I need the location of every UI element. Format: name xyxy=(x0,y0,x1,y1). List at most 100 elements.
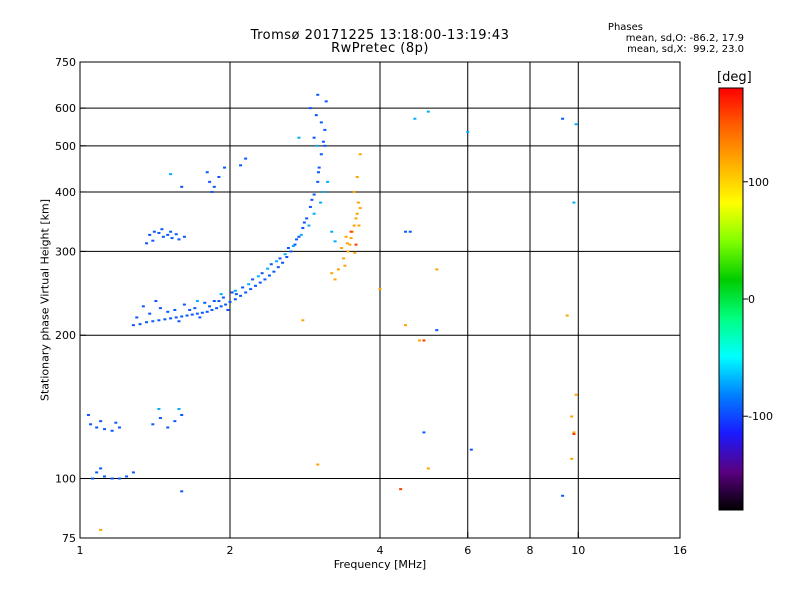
echo-point xyxy=(312,193,316,196)
echo-point xyxy=(316,171,320,174)
echo-point xyxy=(413,117,417,120)
echo-point xyxy=(357,224,361,227)
echo-point xyxy=(208,180,212,183)
phase-stats-o-mode: mean, sd,O: -86.2, 17.9 xyxy=(625,33,744,44)
echo-point xyxy=(263,278,267,281)
echo-point xyxy=(353,251,357,254)
echo-point xyxy=(141,305,145,308)
echo-point xyxy=(177,238,181,241)
x-tick-label: 2 xyxy=(227,544,234,557)
echo-point xyxy=(180,413,184,416)
echo-point xyxy=(333,278,337,281)
echo-point xyxy=(342,257,346,260)
echo-point xyxy=(276,266,280,269)
echo-point xyxy=(301,319,305,322)
echo-point xyxy=(355,175,359,178)
echo-point xyxy=(244,291,248,294)
echo-point xyxy=(210,308,214,311)
echo-point xyxy=(188,308,192,311)
echo-point xyxy=(103,428,107,431)
grid-lines xyxy=(80,62,680,538)
echo-point xyxy=(285,256,289,259)
y-axis-label: Stationary phase Virtual Height [km] xyxy=(38,198,52,402)
x-axis-ticks: 1 2 4 6 8 10 16 xyxy=(77,532,687,557)
echo-point xyxy=(349,230,353,233)
echo-point xyxy=(174,316,178,319)
echo-point xyxy=(114,421,118,424)
echo-point xyxy=(158,417,162,420)
echo-point xyxy=(174,233,178,236)
x-tick-label: 1 xyxy=(77,544,84,557)
echo-point xyxy=(253,284,257,287)
echo-point xyxy=(324,100,328,103)
echo-point xyxy=(358,153,362,156)
echo-point xyxy=(138,323,142,326)
echo-point xyxy=(239,164,243,167)
echo-point xyxy=(158,307,162,310)
echo-point xyxy=(258,281,262,284)
echo-point xyxy=(317,166,321,169)
echo-point xyxy=(249,288,253,291)
echo-point xyxy=(399,488,403,491)
echo-point xyxy=(86,413,90,416)
echo-point xyxy=(212,185,216,188)
echo-point xyxy=(91,477,95,480)
y-tick-label: 500 xyxy=(55,140,76,153)
y-tick-label: 100 xyxy=(55,473,76,486)
echo-point xyxy=(343,264,347,267)
echo-point xyxy=(316,180,320,183)
echo-point xyxy=(256,275,260,278)
y-tick-label: 600 xyxy=(55,102,76,115)
colorbar-title: [deg] xyxy=(717,70,752,85)
echo-point xyxy=(219,293,223,296)
echo-point xyxy=(426,467,430,470)
echo-point xyxy=(561,494,565,497)
echo-point xyxy=(215,307,219,310)
echo-point xyxy=(330,230,334,233)
echo-point xyxy=(151,239,155,242)
echo-point xyxy=(200,311,204,314)
echo-point xyxy=(344,235,348,238)
echo-point xyxy=(180,490,184,493)
echo-point xyxy=(326,180,330,183)
echo-point xyxy=(148,312,152,315)
echo-point xyxy=(319,153,323,156)
echo-point xyxy=(297,235,301,238)
x-tick-label: 4 xyxy=(377,544,384,557)
echo-point xyxy=(319,121,323,124)
y-tick-label: 400 xyxy=(55,186,76,199)
echo-point xyxy=(301,226,305,229)
echo-point xyxy=(89,423,93,426)
echo-point xyxy=(286,247,290,250)
echo-point xyxy=(205,171,209,174)
echo-point xyxy=(193,307,197,310)
y-tick-label: 300 xyxy=(55,245,76,258)
colorbar-tick-label: 100 xyxy=(748,176,769,189)
y-tick-label: 75 xyxy=(62,532,76,545)
echo-point xyxy=(247,283,251,286)
echo-point xyxy=(355,212,359,215)
echo-point xyxy=(321,190,325,193)
echo-point xyxy=(312,212,316,215)
echo-point xyxy=(307,224,311,227)
echo-point xyxy=(291,244,295,247)
echo-point xyxy=(166,426,170,429)
colorbar-tick-label: 0 xyxy=(748,293,755,306)
echo-point xyxy=(241,286,245,289)
echo-point xyxy=(308,107,312,110)
echo-point xyxy=(131,324,135,327)
echo-point xyxy=(151,423,155,426)
echo-point xyxy=(315,144,319,147)
echo-point xyxy=(131,471,135,474)
echo-point xyxy=(233,289,237,292)
echo-point xyxy=(269,263,273,266)
echo-point xyxy=(574,123,578,126)
phase-stats-x-mode: mean, sd,X: 99.2, 23.0 xyxy=(627,44,744,55)
echo-point xyxy=(435,329,439,332)
echo-point xyxy=(283,253,287,256)
echo-point xyxy=(148,233,152,236)
x-tick-label: 8 xyxy=(527,544,534,557)
echo-point xyxy=(323,128,327,131)
echo-point xyxy=(295,238,299,241)
